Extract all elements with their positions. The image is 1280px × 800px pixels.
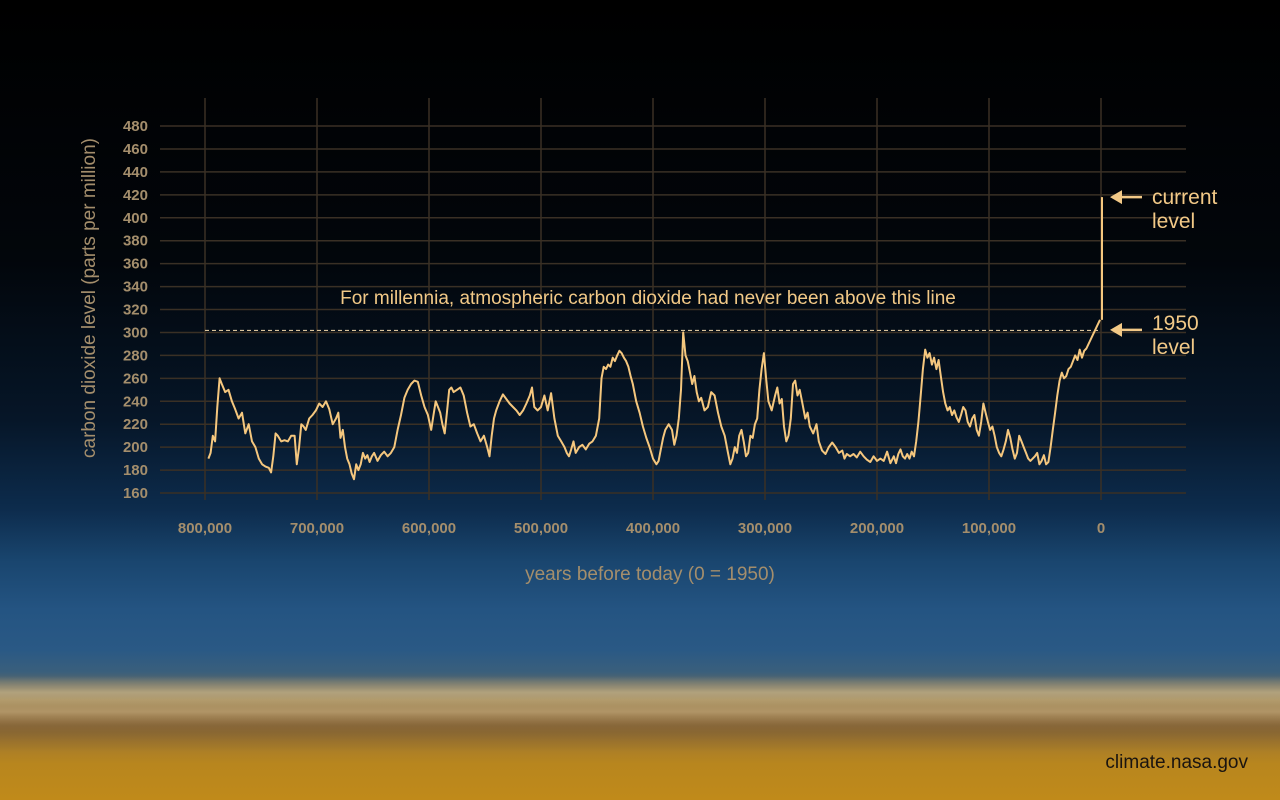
- x-tick-label: 300,000: [738, 520, 792, 537]
- y-tick-label: 360: [123, 256, 148, 273]
- y-tick-label: 340: [123, 279, 148, 296]
- source-credit: climate.nasa.gov: [1105, 752, 1248, 773]
- callout-arrow-head: [1110, 190, 1122, 205]
- x-tick-label: 800,000: [178, 520, 232, 537]
- x-tick-label: 0: [1097, 520, 1105, 537]
- x-tick-label: 600,000: [402, 520, 456, 537]
- y-axis-ticks: 480 460 440 420 400 380 360 340 320 300 280 260 240 2…: [123, 118, 148, 502]
- callout-label: 1950: [1152, 312, 1199, 335]
- y-tick-label: 260: [123, 370, 148, 387]
- y-tick-label: 280: [123, 347, 148, 364]
- y-tick-label: 160: [123, 485, 148, 502]
- y-tick-label: 380: [123, 233, 148, 250]
- chart-grid: [160, 98, 1186, 500]
- callout-label: level: [1152, 336, 1195, 359]
- y-tick-label: 300: [123, 324, 148, 341]
- y-tick-label: 480: [123, 118, 148, 135]
- y-tick-label: 420: [123, 187, 148, 204]
- threshold-annotation: For millennia, atmospheric carbon dioxid…: [340, 288, 956, 309]
- x-tick-label: 400,000: [626, 520, 680, 537]
- y-tick-label: 200: [123, 439, 148, 456]
- x-tick-label: 700,000: [290, 520, 344, 537]
- y-tick-label: 320: [123, 302, 148, 319]
- y-tick-label: 460: [123, 141, 148, 158]
- y-tick-label: 240: [123, 393, 148, 410]
- x-tick-label: 200,000: [850, 520, 904, 537]
- y-tick-label: 440: [123, 164, 148, 181]
- y-tick-label: 400: [123, 210, 148, 227]
- x-tick-label: 100,000: [962, 520, 1016, 537]
- y-tick-label: 180: [123, 462, 148, 479]
- callout-label: level: [1152, 210, 1195, 233]
- co2-series-line: [207, 319, 1101, 481]
- x-axis-title: years before today (0 = 1950): [525, 564, 775, 585]
- callout-arrow-head: [1110, 322, 1122, 337]
- x-axis-ticks: 800,000 700,000 600,000 500,000 400,000 300,0…: [178, 520, 1105, 537]
- y-axis-title: carbon dioxide level (parts per million): [79, 138, 100, 458]
- y-tick-label: 220: [123, 416, 148, 433]
- x-tick-label: 500,000: [514, 520, 568, 537]
- callout-label: current: [1152, 186, 1218, 209]
